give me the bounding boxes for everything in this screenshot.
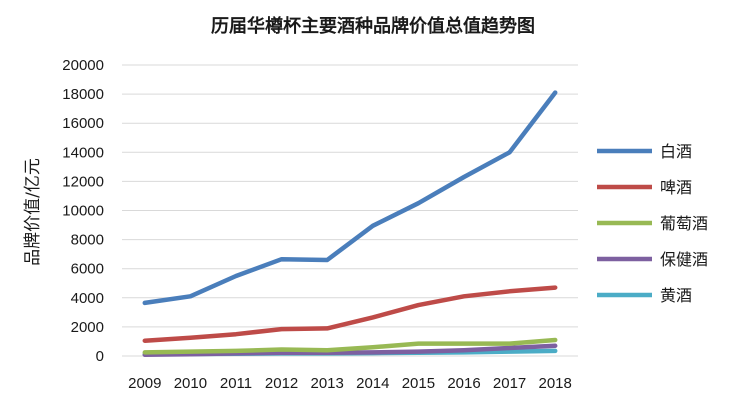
x-axis-ticks: 2009 2010 2011 2012 2013 2014 2015 2016 2017 2018: [128, 375, 572, 392]
legend-label: 啤酒: [660, 178, 692, 197]
series-line: [142, 90, 558, 306]
x-tick-label: 2014: [356, 375, 389, 392]
legend-label: 白酒: [660, 142, 692, 161]
x-tick-label: 2017: [493, 375, 526, 392]
series-lines: [142, 90, 558, 358]
legend-item: 保健酒: [597, 250, 708, 269]
x-tick-label: 2013: [311, 375, 344, 392]
series-line: [142, 285, 558, 343]
legend-item: 黄酒: [597, 286, 692, 305]
y-axis-label: 品牌价值/亿元: [23, 158, 43, 266]
y-tick-label: 18000: [62, 86, 104, 103]
y-tick-label: 4000: [71, 290, 104, 307]
legend-label: 葡萄酒: [660, 214, 708, 233]
x-tick-label: 2012: [265, 375, 298, 392]
x-tick-label: 2010: [174, 375, 207, 392]
series-line: [142, 337, 558, 355]
y-tick-label: 12000: [62, 173, 104, 190]
y-tick-label: 14000: [62, 144, 104, 161]
legend-item: 白酒: [597, 142, 692, 161]
y-tick-label: 10000: [62, 203, 104, 220]
series-line: [142, 343, 558, 358]
gridlines: [122, 64, 578, 357]
legend-item: 葡萄酒: [597, 214, 708, 233]
chart-title: 历届华樽杯主要酒种品牌价值总值趋势图: [211, 15, 535, 37]
x-tick-label: 2015: [402, 375, 435, 392]
y-tick-label: 8000: [71, 232, 104, 249]
x-tick-label: 2018: [539, 375, 572, 392]
legend-label: 黄酒: [660, 286, 692, 305]
x-tick-label: 2009: [128, 375, 161, 392]
y-tick-label: 6000: [71, 261, 104, 278]
y-tick-label: 16000: [62, 115, 104, 132]
y-tick-label: 20000: [62, 57, 104, 74]
x-tick-label: 2011: [220, 375, 252, 392]
y-tick-label: 0: [96, 348, 104, 365]
legend-label: 保健酒: [660, 250, 708, 269]
legend-item: 啤酒: [597, 178, 692, 197]
x-tick-label: 2016: [447, 375, 480, 392]
y-axis-ticks: 0 2000 4000 6000 8000 10000 12000 14000 16000 180…: [62, 57, 104, 365]
y-tick-label: 2000: [71, 319, 104, 336]
